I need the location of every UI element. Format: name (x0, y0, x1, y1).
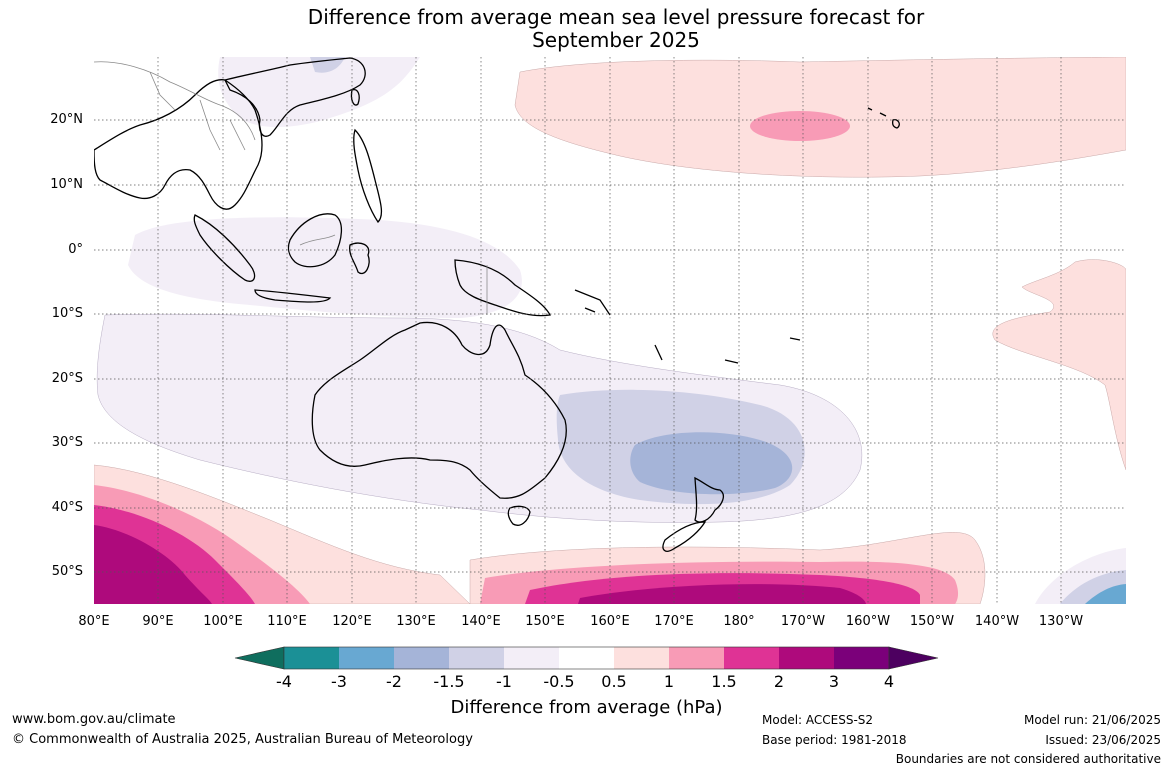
hawaii-coastline (867, 107, 900, 129)
anomaly-region-south-pacific-core (578, 584, 866, 604)
colorbar-tick-label: 3 (828, 672, 840, 691)
coastlines (94, 57, 900, 552)
lon-label: 140°E (461, 614, 501, 629)
anomaly-region-east-pacific-pos (992, 259, 1126, 471)
colorbar-tick-label: 4 (883, 672, 895, 691)
lat-label: 40°S (51, 500, 83, 515)
colorbar-segment (394, 647, 449, 669)
lat-label: 20°S (51, 371, 83, 386)
colorbar-tick-label: 0.5 (601, 672, 627, 691)
lat-label: 50°S (51, 564, 83, 579)
colorbar-tick-label: -3 (331, 672, 347, 691)
lon-label: 150°W (909, 614, 955, 629)
new-guinea-coastline (454, 259, 551, 317)
model-name: Model: ACCESS-S2 (762, 713, 874, 727)
country-borders (94, 61, 488, 315)
colorbar-arrow-high (888, 646, 939, 670)
colorbar-tick-label: 1.5 (711, 672, 737, 691)
colorbar-segment (614, 647, 669, 669)
asia-mainland-coastline (94, 79, 263, 210)
colorbar-segment (724, 647, 779, 669)
lon-label: 110°E (267, 614, 307, 629)
colorbar-tick-label: -4 (276, 672, 292, 691)
copyright-text: © Commonwealth of Australia 2025, Austra… (12, 732, 473, 747)
colorbar-segment (339, 647, 394, 669)
colorbar-segment (284, 647, 339, 669)
lon-label: 90°E (142, 614, 174, 629)
lon-label: 120°E (332, 614, 372, 629)
anomaly-region-tasman-neg-core (630, 432, 793, 495)
anomaly-region-asia-neg (218, 57, 420, 128)
lon-label: 170°W (780, 614, 826, 629)
colorbar-tick-label: -1 (496, 672, 512, 691)
lon-label: 100°E (203, 614, 243, 629)
lon-label: 160°W (845, 614, 891, 629)
lat-label: 0° (68, 242, 83, 257)
colorbar-tick-label: -0.5 (543, 672, 575, 691)
australia-coastline (311, 321, 567, 499)
tasmania-coastline (507, 505, 531, 526)
colorbar (234, 646, 939, 670)
map-title-line-1: Difference from average mean sea level p… (307, 5, 925, 29)
java-coastline (254, 289, 332, 303)
colorbar-tick-label: 1 (663, 672, 675, 691)
map-title-line-2: September 2025 (532, 28, 700, 52)
colorbar-segment (834, 647, 889, 669)
colorbar-arrow-low (234, 646, 285, 670)
colorbar-tick-label: -2 (386, 672, 402, 691)
lat-label: 10°S (51, 306, 83, 321)
boundaries-disclaimer: Boundaries are not considered authoritat… (895, 752, 1161, 766)
colorbar-title: Difference from average (hPa) (450, 697, 723, 718)
lon-label: 150°E (525, 614, 565, 629)
lat-label: 30°S (51, 435, 83, 450)
model-run-date: Model run: 21/06/2025 (1023, 713, 1161, 727)
colorbar-outline (283, 646, 890, 670)
philippines-coastline (353, 128, 383, 224)
base-period: Base period: 1981-2018 (762, 733, 907, 747)
new-zealand-south-coastline (662, 521, 707, 552)
colorbar-segment (449, 647, 504, 669)
graticule (94, 57, 1126, 604)
anomaly-region-equatorial-neg (128, 217, 522, 318)
borneo-coastline (287, 213, 343, 268)
lat-label: 20°N (50, 112, 83, 127)
anomaly-region-north-pacific-core (750, 111, 850, 141)
lon-label: 170°E (654, 614, 694, 629)
lon-label: 160°E (590, 614, 630, 629)
colorbar-tick-label: 2 (773, 672, 785, 691)
anomaly-region-southwest-core (94, 525, 212, 604)
sumatra-coastline (193, 214, 256, 282)
lat-label: 10°N (50, 177, 83, 192)
colorbar-segment (669, 647, 724, 669)
lon-label: 80°E (78, 614, 110, 629)
lon-label: 130°W (1038, 614, 1084, 629)
colorbar-segment (504, 647, 559, 669)
anomaly-fields (94, 57, 1126, 604)
lon-label: 140°W (974, 614, 1020, 629)
colorbar-segment (779, 647, 834, 669)
website-link[interactable]: www.bom.gov.au/climate (12, 712, 176, 727)
lon-label: 130°E (396, 614, 436, 629)
issued-date: Issued: 23/06/2025 (1045, 733, 1161, 747)
colorbar-tick-label: -1.5 (433, 672, 465, 691)
lon-label: 180° (723, 614, 755, 629)
colorbar-segment (559, 647, 614, 669)
new-zealand-north-coastline (694, 476, 724, 523)
china-coastline (224, 57, 366, 137)
